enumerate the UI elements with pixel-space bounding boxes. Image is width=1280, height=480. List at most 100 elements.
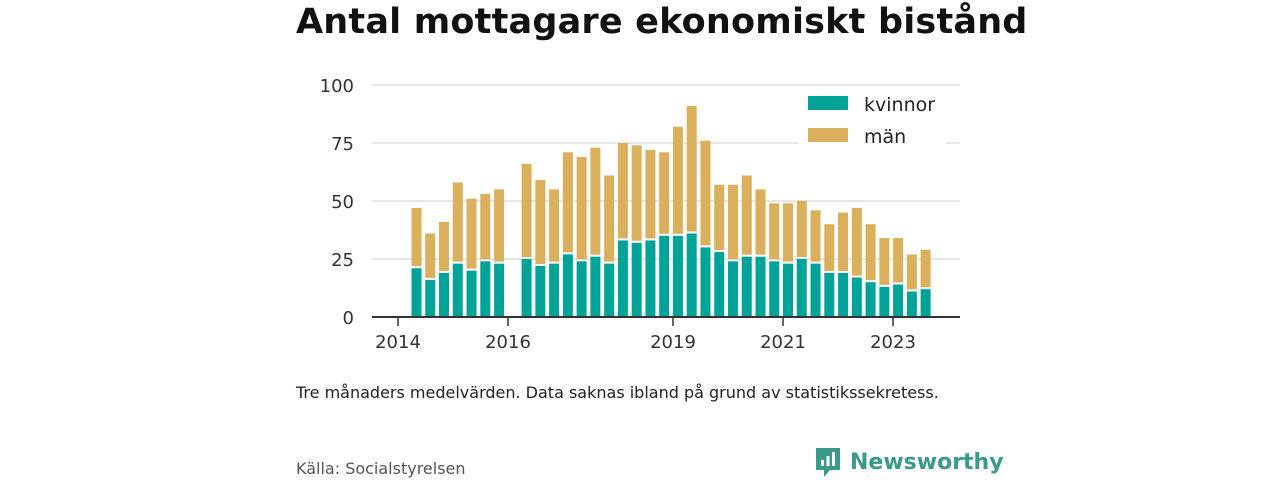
bar-kvinnor [549, 263, 560, 317]
bar-man [631, 145, 642, 241]
bar-man [838, 212, 849, 271]
bar-man [645, 149, 656, 239]
bar-man [494, 189, 505, 262]
bar-man [604, 175, 615, 262]
bar-man [480, 194, 491, 260]
bar-kvinnor [865, 282, 876, 317]
bar-man [851, 207, 862, 276]
bar-man [590, 147, 601, 255]
bar-kvinnor [590, 256, 601, 317]
bar-kvinnor [838, 272, 849, 317]
bar-kvinnor [769, 261, 780, 317]
x-axis-ticks: 2014 2016 2019 2021 2023 [375, 332, 916, 353]
bar-man [741, 175, 752, 255]
legend-swatch-kvinnor [808, 96, 848, 110]
bar-man [686, 105, 697, 232]
bar-kvinnor [576, 261, 587, 317]
bar-kvinnor [810, 263, 821, 317]
bar-man [452, 182, 463, 262]
bar-kvinnor [714, 252, 725, 317]
bar-man [521, 163, 532, 257]
legend-swatch-man [808, 128, 848, 142]
bar-kvinnor [631, 242, 642, 317]
bar-man [562, 152, 573, 253]
legend-label-man: män [864, 126, 906, 148]
chart-note: Tre månaders medelvärden. Data saknas ib… [296, 383, 939, 402]
chart-title: Antal mottagare ekonomiskt bistånd [296, 2, 1028, 42]
bar-kvinnor [604, 263, 615, 317]
y-tick-label: 75 [331, 134, 354, 155]
bar-man [672, 126, 683, 234]
bar-kvinnor [425, 279, 436, 317]
y-axis-ticks: 0 25 50 75 100 [320, 76, 354, 329]
bar-man [659, 152, 670, 234]
bar-man [879, 238, 890, 285]
bar-kvinnor [741, 256, 752, 317]
bar-kvinnor [562, 254, 573, 317]
bar-man [920, 249, 931, 288]
bar-man [769, 203, 780, 260]
x-tick-label: 2023 [870, 332, 916, 353]
bar-kvinnor [535, 265, 546, 317]
bar-kvinnor [686, 233, 697, 317]
bar-kvinnor [466, 270, 477, 317]
bar-kvinnor [617, 240, 628, 317]
x-axis-tick-marks [397, 317, 894, 326]
bar-man [535, 180, 546, 264]
legend-label-kvinnor: kvinnor [864, 94, 935, 116]
bar-kvinnor [920, 289, 931, 317]
bar-man [810, 210, 821, 262]
bar-kvinnor [824, 272, 835, 317]
bar-man [893, 238, 904, 283]
y-tick-label: 100 [320, 76, 354, 97]
bar-kvinnor [879, 286, 890, 317]
x-tick-label: 2021 [760, 332, 806, 353]
bar-man [549, 189, 560, 262]
bar-man [796, 201, 807, 257]
bar-kvinnor [755, 256, 766, 317]
bar-man [700, 140, 711, 246]
bar-kvinnor [659, 235, 670, 317]
bar-kvinnor [672, 235, 683, 317]
bar-man [714, 184, 725, 251]
bar-man [576, 156, 587, 260]
bar-man [865, 224, 876, 281]
bar-man [906, 254, 917, 290]
bar-kvinnor [480, 261, 491, 317]
bar-kvinnor [783, 263, 794, 317]
bar-man [411, 207, 422, 267]
bar-man [439, 221, 450, 271]
x-tick-label: 2014 [375, 332, 421, 353]
brand-name: Newsworthy [850, 449, 1004, 475]
chart-svg: 0 25 50 75 100 2014 2016 2019 2021 2023 kvinnor … [320, 76, 960, 353]
y-tick-label: 0 [343, 308, 354, 329]
x-tick-label: 2016 [485, 332, 531, 353]
bar-man [617, 143, 628, 239]
bar-kvinnor [439, 272, 450, 317]
bar-kvinnor [494, 263, 505, 317]
y-tick-label: 50 [331, 192, 354, 213]
brand-logo[interactable]: Newsworthy [814, 446, 1004, 478]
bar-kvinnor [796, 259, 807, 317]
bar-kvinnor [411, 268, 422, 317]
legend: kvinnor män [798, 88, 946, 148]
bar-man [755, 189, 766, 255]
bar-kvinnor [645, 240, 656, 317]
bar-man [783, 203, 794, 262]
bar-kvinnor [851, 277, 862, 317]
bars-group [411, 105, 931, 317]
bar-man [425, 233, 436, 278]
bar-kvinnor [452, 263, 463, 317]
bar-man [466, 198, 477, 269]
y-tick-label: 25 [331, 250, 354, 271]
bar-man [727, 184, 738, 260]
bar-kvinnor [700, 247, 711, 317]
bar-kvinnor [893, 284, 904, 317]
bar-man [824, 224, 835, 271]
source-text: Källa: Socialstyrelsen [296, 459, 466, 478]
x-tick-label: 2019 [650, 332, 696, 353]
bar-kvinnor [521, 259, 532, 317]
bar-kvinnor [727, 261, 738, 317]
newsworthy-logo-icon [816, 448, 840, 477]
bar-kvinnor [906, 291, 917, 317]
